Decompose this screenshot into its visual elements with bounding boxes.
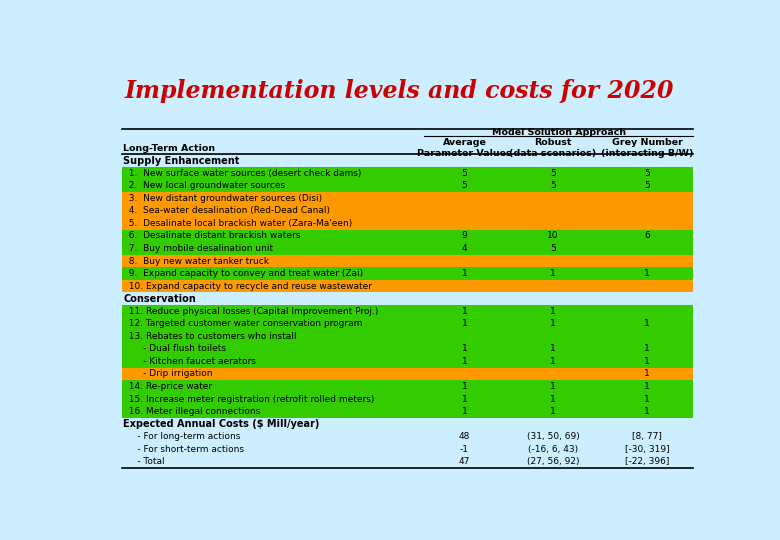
Text: 1: 1 bbox=[550, 382, 556, 391]
Text: 5: 5 bbox=[644, 168, 650, 178]
Text: Robust
(data scenarios): Robust (data scenarios) bbox=[509, 138, 597, 158]
Bar bbox=[122, 380, 693, 393]
Text: [8, 77]: [8, 77] bbox=[633, 432, 662, 441]
Text: 1: 1 bbox=[644, 407, 650, 416]
Text: 4: 4 bbox=[462, 244, 467, 253]
Bar bbox=[122, 305, 693, 318]
Text: 1: 1 bbox=[550, 307, 556, 316]
Text: 1: 1 bbox=[462, 319, 467, 328]
Text: 11. Reduce physical losses (Capital Improvement Proj.): 11. Reduce physical losses (Capital Impr… bbox=[123, 307, 379, 316]
Text: 15. Increase meter registration (retrofit rolled meters): 15. Increase meter registration (retrofi… bbox=[123, 395, 375, 403]
Text: 1: 1 bbox=[462, 357, 467, 366]
Text: 1: 1 bbox=[462, 345, 467, 353]
Text: 10: 10 bbox=[548, 232, 558, 240]
Text: 1: 1 bbox=[644, 369, 650, 379]
Text: (31, 50, 69): (31, 50, 69) bbox=[526, 432, 580, 441]
Text: 48: 48 bbox=[459, 432, 470, 441]
Text: 1: 1 bbox=[462, 307, 467, 316]
Text: -1: -1 bbox=[460, 445, 469, 454]
Text: Conservation: Conservation bbox=[123, 294, 197, 303]
Text: Model Solution Approach: Model Solution Approach bbox=[491, 129, 626, 137]
Bar bbox=[122, 342, 693, 355]
Text: 47: 47 bbox=[459, 457, 470, 467]
Text: 1: 1 bbox=[462, 269, 467, 278]
Bar bbox=[122, 167, 693, 179]
Text: 1: 1 bbox=[644, 382, 650, 391]
Text: 3.  New distant groundwater sources (Disi): 3. New distant groundwater sources (Disi… bbox=[123, 194, 323, 203]
Text: 1: 1 bbox=[550, 357, 556, 366]
Text: 1: 1 bbox=[550, 345, 556, 353]
Text: 1: 1 bbox=[550, 319, 556, 328]
Text: Implementation levels and costs for 2020: Implementation levels and costs for 2020 bbox=[125, 79, 675, 103]
Bar bbox=[122, 179, 693, 192]
Text: 12. Targeted customer water conservation program: 12. Targeted customer water conservation… bbox=[123, 319, 363, 328]
Text: 5: 5 bbox=[550, 244, 556, 253]
Text: 1: 1 bbox=[462, 407, 467, 416]
Text: 2.  New local groundwater sources: 2. New local groundwater sources bbox=[123, 181, 285, 190]
Bar bbox=[122, 242, 693, 255]
Text: 13. Rebates to customers who install: 13. Rebates to customers who install bbox=[123, 332, 297, 341]
Text: Average
Parameter Values: Average Parameter Values bbox=[417, 138, 512, 158]
Bar bbox=[122, 318, 693, 330]
Bar bbox=[122, 330, 693, 342]
Bar bbox=[122, 192, 693, 205]
Text: 16. Meter illegal connections: 16. Meter illegal connections bbox=[123, 407, 261, 416]
Text: 4.  Sea-water desalination (Red-Dead Canal): 4. Sea-water desalination (Red-Dead Cana… bbox=[123, 206, 331, 215]
Text: Grey Number
(interacting B/W): Grey Number (interacting B/W) bbox=[601, 138, 693, 158]
Text: 1: 1 bbox=[550, 269, 556, 278]
Text: 10. Expand capacity to recycle and reuse wastewater: 10. Expand capacity to recycle and reuse… bbox=[123, 282, 373, 291]
Text: 5: 5 bbox=[550, 181, 556, 190]
Text: - Drip irrigation: - Drip irrigation bbox=[123, 369, 213, 379]
Text: 1: 1 bbox=[462, 382, 467, 391]
Text: 1: 1 bbox=[644, 345, 650, 353]
Text: 1: 1 bbox=[644, 357, 650, 366]
Text: 1: 1 bbox=[550, 395, 556, 403]
Text: 1: 1 bbox=[644, 395, 650, 403]
Text: 6: 6 bbox=[644, 232, 650, 240]
Text: 7.  Buy mobile desalination unit: 7. Buy mobile desalination unit bbox=[123, 244, 274, 253]
Text: 1: 1 bbox=[644, 319, 650, 328]
Text: 14. Re-price water: 14. Re-price water bbox=[123, 382, 213, 391]
Text: [-22, 396]: [-22, 396] bbox=[625, 457, 669, 467]
Bar bbox=[122, 267, 693, 280]
Bar bbox=[122, 255, 693, 267]
Text: - Dual flush toilets: - Dual flush toilets bbox=[123, 345, 226, 353]
Text: 1: 1 bbox=[550, 407, 556, 416]
Text: - Total: - Total bbox=[123, 457, 165, 467]
Text: 5.  Desalinate local brackish water (Zara-Ma'een): 5. Desalinate local brackish water (Zara… bbox=[123, 219, 353, 228]
Bar bbox=[122, 280, 693, 293]
Text: (27, 56, 92): (27, 56, 92) bbox=[526, 457, 580, 467]
Text: - For short-term actions: - For short-term actions bbox=[123, 445, 244, 454]
Text: Expected Annual Costs ($ Mill/year): Expected Annual Costs ($ Mill/year) bbox=[123, 419, 320, 429]
Text: 5: 5 bbox=[644, 181, 650, 190]
Text: [-30, 319]: [-30, 319] bbox=[625, 445, 669, 454]
Bar bbox=[122, 230, 693, 242]
Text: 5: 5 bbox=[462, 181, 467, 190]
Bar bbox=[122, 406, 693, 418]
Text: 1.  New surface water sources (desert check dams): 1. New surface water sources (desert che… bbox=[123, 168, 362, 178]
Text: 1: 1 bbox=[462, 395, 467, 403]
Text: 6.  Desalinate distant brackish waters: 6. Desalinate distant brackish waters bbox=[123, 232, 301, 240]
Text: 9: 9 bbox=[462, 232, 467, 240]
Text: - Kitchen faucet aerators: - Kitchen faucet aerators bbox=[123, 357, 257, 366]
Text: 8.  Buy new water tanker truck: 8. Buy new water tanker truck bbox=[123, 256, 270, 266]
Text: Supply Enhancement: Supply Enhancement bbox=[123, 156, 240, 166]
Text: - For long-term actions: - For long-term actions bbox=[123, 432, 241, 441]
Bar bbox=[122, 217, 693, 230]
Text: 9.  Expand capacity to convey and treat water (Zai): 9. Expand capacity to convey and treat w… bbox=[123, 269, 363, 278]
Text: 1: 1 bbox=[644, 269, 650, 278]
Text: 5: 5 bbox=[462, 168, 467, 178]
Text: Long-Term Action: Long-Term Action bbox=[123, 144, 215, 153]
Bar bbox=[122, 205, 693, 217]
Bar bbox=[122, 355, 693, 368]
Text: 5: 5 bbox=[550, 168, 556, 178]
Text: (-16, 6, 43): (-16, 6, 43) bbox=[528, 445, 578, 454]
Bar bbox=[122, 368, 693, 380]
Bar bbox=[122, 393, 693, 406]
